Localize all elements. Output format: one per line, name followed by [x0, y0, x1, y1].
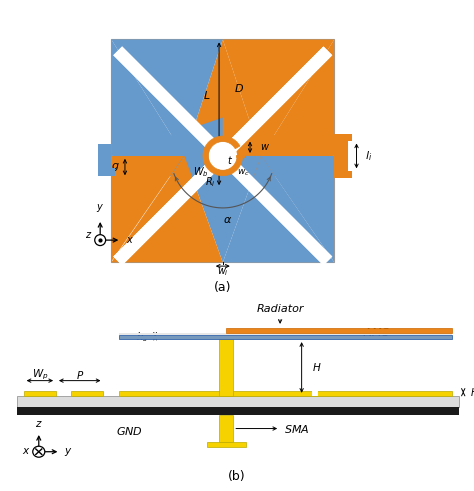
Text: $x$: $x$ — [126, 235, 134, 245]
Polygon shape — [223, 117, 334, 194]
Text: $z$: $z$ — [35, 418, 43, 429]
Text: $w$: $w$ — [260, 142, 270, 153]
Text: $L$: $L$ — [203, 89, 210, 101]
Text: $w_c$: $w_c$ — [237, 168, 250, 179]
Text: $w_i$: $w_i$ — [217, 266, 228, 278]
Circle shape — [33, 446, 45, 457]
Bar — [98, 143, 111, 168]
Bar — [334, 134, 348, 178]
Bar — [334, 171, 352, 178]
Bar — [24, 391, 56, 396]
Bar — [207, 442, 246, 447]
Bar — [219, 415, 233, 442]
Text: $l_i$: $l_i$ — [365, 149, 373, 163]
Text: $W_b$: $W_b$ — [193, 165, 208, 179]
Text: $y$: $y$ — [64, 446, 72, 458]
Polygon shape — [223, 156, 334, 262]
Circle shape — [95, 235, 106, 246]
Bar — [17, 407, 459, 415]
Polygon shape — [184, 39, 261, 156]
Text: $\alpha$: $\alpha$ — [223, 215, 232, 225]
Text: $g$: $g$ — [111, 161, 119, 173]
Text: $y$: $y$ — [96, 202, 104, 214]
Polygon shape — [261, 39, 334, 156]
Bar — [17, 396, 459, 407]
Text: $GND$: $GND$ — [116, 425, 143, 436]
Bar — [219, 337, 233, 396]
Polygon shape — [111, 117, 223, 194]
Bar — [226, 328, 453, 333]
Polygon shape — [184, 156, 261, 262]
Bar — [98, 168, 115, 176]
Polygon shape — [261, 156, 334, 262]
Text: $z$: $z$ — [85, 230, 93, 240]
Text: $W_p$: $W_p$ — [32, 368, 48, 382]
Text: $AMC$: $AMC$ — [363, 327, 391, 338]
Text: $D$: $D$ — [234, 82, 244, 94]
Polygon shape — [111, 39, 223, 156]
Text: $SMA$: $SMA$ — [284, 423, 310, 435]
Polygon shape — [111, 156, 184, 262]
Text: $H_{AMC}$: $H_{AMC}$ — [470, 387, 474, 401]
Polygon shape — [111, 39, 184, 156]
Text: $R_i$: $R_i$ — [205, 175, 216, 189]
Bar — [118, 333, 453, 335]
Bar — [118, 335, 453, 339]
Bar — [111, 39, 334, 262]
Wedge shape — [203, 136, 243, 176]
Text: $P$: $P$ — [75, 369, 84, 381]
Polygon shape — [111, 156, 223, 262]
Text: (b): (b) — [228, 470, 246, 483]
Bar — [118, 391, 453, 396]
Text: $t$: $t$ — [227, 154, 233, 165]
Bar — [334, 134, 352, 140]
Bar — [312, 391, 318, 396]
Polygon shape — [223, 39, 334, 156]
Circle shape — [209, 141, 237, 170]
Text: $x$: $x$ — [22, 446, 31, 456]
Text: $h_s$: $h_s$ — [136, 330, 148, 344]
Text: (a): (a) — [214, 281, 231, 294]
Text: Radiator: Radiator — [256, 303, 304, 314]
Text: $H$: $H$ — [312, 361, 322, 374]
Bar — [71, 391, 103, 396]
